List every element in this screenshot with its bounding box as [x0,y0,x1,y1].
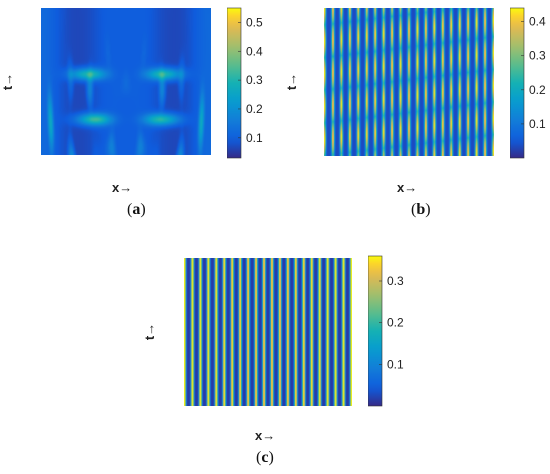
colorbar-tick-label: 0.2 [387,316,404,330]
colorbar-tick-label: 0.1 [387,357,404,371]
colorbar-tick-label: 0.3 [387,274,404,288]
colorbar-tick-label: 0.1 [246,131,263,145]
heatmap-b [324,8,494,156]
colorbar-tick-label: 0.2 [246,102,263,116]
caption-c-letter: c [261,449,269,466]
caption-b-letter: b [416,201,426,218]
colorbar-tick-label: 0.1 [529,117,546,131]
y-axis-label-c: t→ [142,322,158,341]
heatmap-c [184,258,352,406]
caption-a: (a) [127,201,146,218]
colorbar-gradient [510,7,525,159]
colorbar-a: 0.1 0.2 0.3 0.4 0.5 [227,7,263,159]
caption-b: (b) [411,201,431,218]
x-axis-label-c: x→ [255,428,276,443]
colorbar-b: 0.1 0.2 0.3 0.4 [510,7,546,159]
x-axis-label-a: x→ [112,180,133,195]
colorbar-tick-label: 0.3 [246,73,263,87]
x-axis-label-b: x→ [397,180,418,195]
colorbar-c: 0.1 0.2 0.3 [368,255,404,407]
caption-c: (c) [256,449,274,466]
colorbar-gradient [368,255,383,407]
colorbar-tick-label: 0.4 [529,15,546,29]
colorbar-tick-label: 0.5 [246,15,263,29]
colorbar-tick-label: 0.2 [529,83,546,97]
y-axis-label-a: t→ [0,72,16,91]
y-axis-label-b: t→ [284,72,300,91]
colorbar-tick-label: 0.3 [529,49,546,63]
colorbar-tick-label: 0.4 [246,44,263,58]
colorbar-gradient [227,7,242,159]
heatmap-a [41,8,211,155]
caption-a-letter: a [132,201,141,218]
